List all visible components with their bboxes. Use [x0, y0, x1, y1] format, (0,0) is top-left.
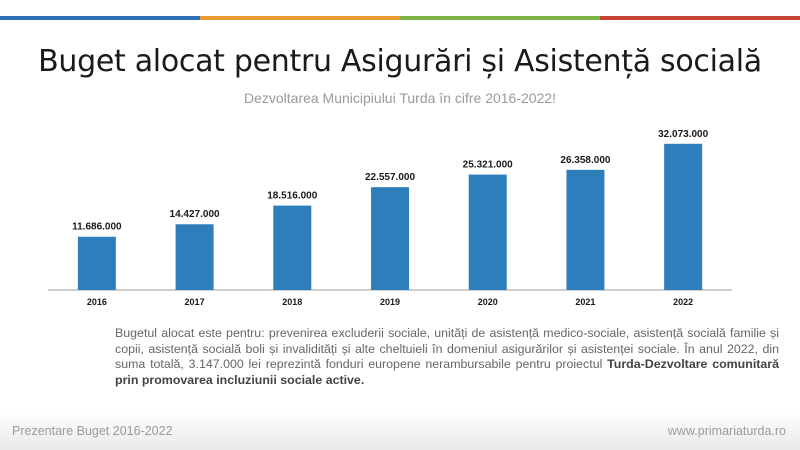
footer-band: [0, 412, 800, 450]
x-tick-label-2019: 2019: [380, 297, 400, 307]
budget-description: Bugetul alocat este pentru: prevenirea e…: [115, 326, 779, 388]
slide-subtitle: Dezvoltarea Municipiului Turda în cifre …: [243, 90, 557, 106]
bar-2017: [175, 224, 214, 290]
slide-title: Buget alocat pentru Asigurări și Asisten…: [38, 44, 762, 79]
data-label-2019: 22.557.000: [365, 172, 415, 183]
bar-2021: [566, 169, 605, 290]
top-bar-segment-orange: [200, 16, 400, 20]
description-text: Bugetul alocat este pentru: prevenirea e…: [115, 326, 779, 372]
data-label-2021: 26.358.000: [560, 155, 610, 166]
footer-website-link[interactable]: www.primariaturda.ro: [667, 424, 786, 438]
top-color-bar: [0, 16, 800, 20]
x-tick-label-2016: 2016: [87, 297, 107, 307]
budget-bar-chart: 11.686.000 2016 14.427.000 2017 18.516.000 20…: [48, 129, 732, 307]
top-bar-segment-blue: [0, 16, 200, 20]
x-tick-label-2020: 2020: [478, 297, 498, 307]
bar-2022: [664, 143, 703, 290]
data-label-2020: 25.321.000: [463, 160, 513, 171]
data-label-2022: 32.073.000: [658, 129, 708, 140]
data-label-2018: 18.516.000: [267, 191, 317, 202]
x-tick-label-2017: 2017: [185, 297, 205, 307]
data-label-2017: 14.427.000: [170, 209, 220, 220]
bar-2016: [77, 236, 116, 290]
footer-presentation-title: Prezentare Buget 2016-2022: [12, 424, 173, 438]
bar-2020: [468, 174, 507, 290]
data-label-2016: 11.686.000: [72, 222, 122, 233]
x-tick-label-2018: 2018: [282, 297, 302, 307]
top-bar-segment-red: [600, 16, 800, 20]
x-tick-label-2021: 2021: [575, 297, 595, 307]
bar-2018: [273, 205, 312, 290]
description-project-name: Turda-Dezvoltare comunitară prin promova…: [115, 357, 779, 387]
bar-2019: [371, 187, 409, 290]
top-bar-segment-green: [400, 16, 600, 20]
x-tick-label-2022: 2022: [673, 297, 693, 307]
